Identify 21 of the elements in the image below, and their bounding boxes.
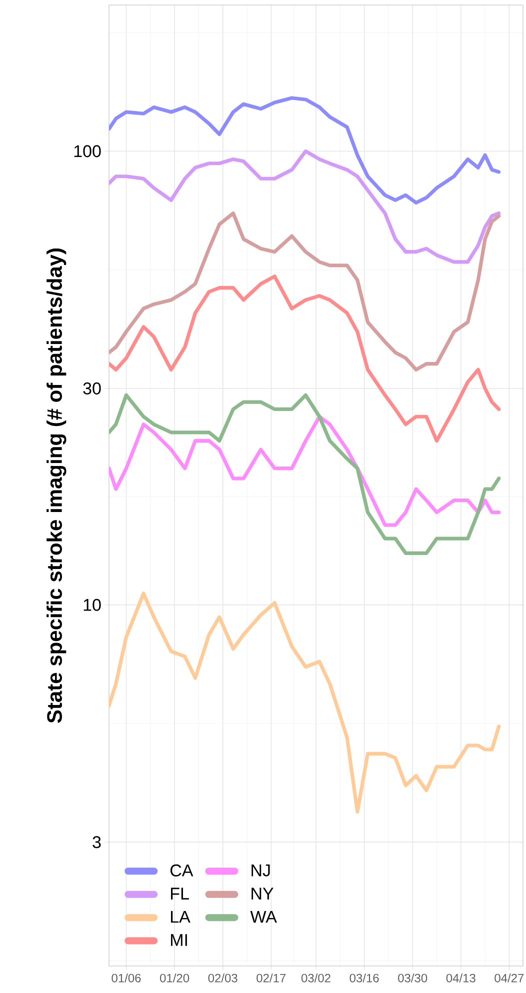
legend-label: LA	[171, 910, 190, 923]
legend-label: CA	[170, 864, 194, 876]
legend-label: NY	[252, 888, 274, 900]
x-tick-label: 01/20	[160, 974, 190, 982]
y-tick-label: 10	[84, 598, 101, 611]
y-tick-label: 100	[74, 145, 101, 158]
x-tick-label: 02/17	[256, 974, 286, 982]
y-axis-title: State specific stroke imaging (# of patients/day)	[46, 248, 66, 723]
y-tick-label: 3	[92, 836, 101, 848]
legend-label: NJ	[252, 864, 270, 876]
x-tick-label: 04/27	[494, 974, 524, 982]
x-tick-label: 02/03	[208, 974, 238, 982]
x-tick-label: 03/30	[398, 974, 428, 982]
x-tick-label: 03/02	[301, 974, 330, 982]
x-tick-label: 03/16	[350, 974, 379, 982]
y-tick-label: 30	[83, 382, 101, 394]
legend-label: FL	[171, 888, 189, 900]
x-tick-label: 01/06	[112, 974, 141, 982]
x-tick-label: 04/13	[446, 974, 476, 982]
legend-label: MI	[171, 934, 187, 946]
legend-label: WA	[250, 910, 277, 923]
